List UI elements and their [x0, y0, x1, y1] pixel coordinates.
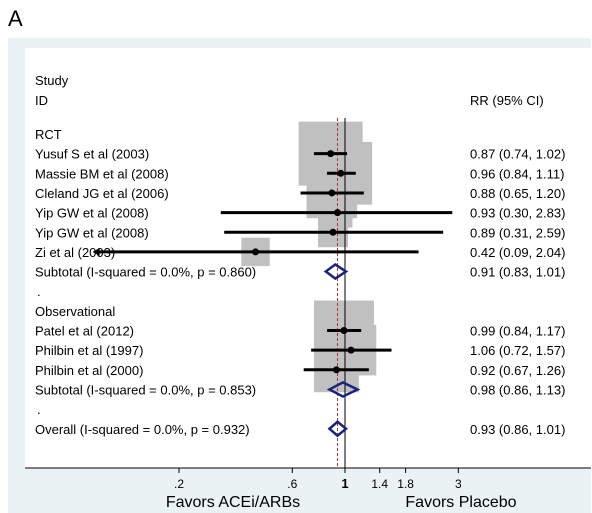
- rr-ci-value: 0.93 (0.30, 2.83): [470, 206, 565, 221]
- study-label: Patel et al (2012): [35, 324, 134, 339]
- point-estimate: [334, 209, 342, 217]
- spacer-dot: .: [37, 402, 41, 417]
- point-estimate: [252, 248, 260, 256]
- spacer-dot: .: [37, 284, 41, 299]
- header-rr-ci: RR (95% CI): [470, 93, 544, 108]
- rr-ci-value: 0.99 (0.84, 1.17): [470, 324, 565, 339]
- rr-ci-value: 0.42 (0.09, 2.04): [470, 245, 565, 260]
- x-tick-label: 1: [341, 476, 348, 491]
- point-estimate: [337, 169, 345, 177]
- x-label-left: Favors ACEi/ARBs: [166, 494, 300, 511]
- study-label: Massie BM et al (2008): [35, 166, 169, 181]
- point-estimate: [347, 346, 355, 354]
- x-tick-label: 1.8: [397, 477, 414, 491]
- point-estimate: [340, 327, 348, 334]
- overall-label: Overall (I-squared = 0.0%, p = 0.932): [35, 422, 250, 437]
- x-tick-label: .6: [287, 477, 297, 491]
- overall-diamond: [327, 420, 348, 438]
- rr-ci-value: 1.06 (0.72, 1.57): [470, 343, 565, 358]
- study-label: Yusuf S et al (2003): [35, 147, 149, 162]
- study-label: Zi et al (2003): [35, 245, 115, 260]
- subtotal-diamond: [323, 263, 349, 281]
- subtotal-diamond: [326, 381, 361, 398]
- header-study: Study: [35, 73, 69, 88]
- subtotal-label: Subtotal (I-squared = 0.0%, p = 0.853): [35, 382, 256, 397]
- x-tick-label: 1.4: [371, 477, 388, 491]
- confidence-intervals: [92, 150, 453, 438]
- panel-label: A: [8, 6, 23, 31]
- point-estimate: [329, 228, 337, 236]
- ci-arrow: [92, 247, 100, 256]
- rr-ci-value: 0.89 (0.31, 2.59): [470, 225, 565, 240]
- group-label: RCT: [35, 127, 62, 142]
- x-tick-label: .2: [174, 477, 184, 491]
- rr-ci-value: 0.93 (0.86, 1.01): [470, 422, 565, 437]
- study-label: Yip GW et al (2008): [35, 225, 149, 240]
- study-label: Cleland JG et al (2006): [35, 186, 169, 201]
- rr-ci-value: 0.91 (0.83, 1.01): [470, 265, 565, 280]
- x-axis: .2 .6 1 1.4 1.8 3 Favors ACEi/ARBs Favors Place…: [25, 467, 591, 511]
- forest-plot: Study ID RR (95% CI) RCT Yusuf S et al (2003…: [25, 48, 591, 511]
- reference-lines: [337, 118, 346, 468]
- point-estimate: [327, 150, 335, 158]
- header-id: ID: [35, 93, 48, 108]
- study-label: Yip GW et al (2008): [35, 206, 149, 221]
- rr-ci-value: 0.96 (0.84, 1.11): [470, 166, 564, 181]
- subtotal-label: Subtotal (I-squared = 0.0%, p = 0.860): [35, 265, 256, 280]
- rr-ci-value: 0.98 (0.86, 1.13): [470, 382, 565, 397]
- rr-ci-value: 0.87 (0.74, 1.02): [470, 147, 565, 162]
- study-label: Philbin et al (2000): [35, 363, 143, 378]
- x-tick-label: 3: [455, 477, 462, 491]
- study-label: Philbin et al (1997): [35, 343, 143, 358]
- point-estimate: [328, 189, 336, 197]
- plot-panel: [25, 48, 591, 468]
- rr-ci-value: 0.92 (0.67, 1.26): [470, 363, 565, 378]
- point-estimate: [332, 366, 340, 374]
- forest-plot-frame: Study ID RR (95% CI) RCT Yusuf S et al (2003…: [8, 38, 591, 513]
- group-label: Observational: [35, 304, 115, 319]
- x-label-right: Favors Placebo: [405, 494, 516, 511]
- rr-ci-value: 0.88 (0.65, 1.20): [470, 186, 565, 201]
- row-labels: Study ID RR (95% CI) RCT Yusuf S et al (2003…: [35, 73, 565, 437]
